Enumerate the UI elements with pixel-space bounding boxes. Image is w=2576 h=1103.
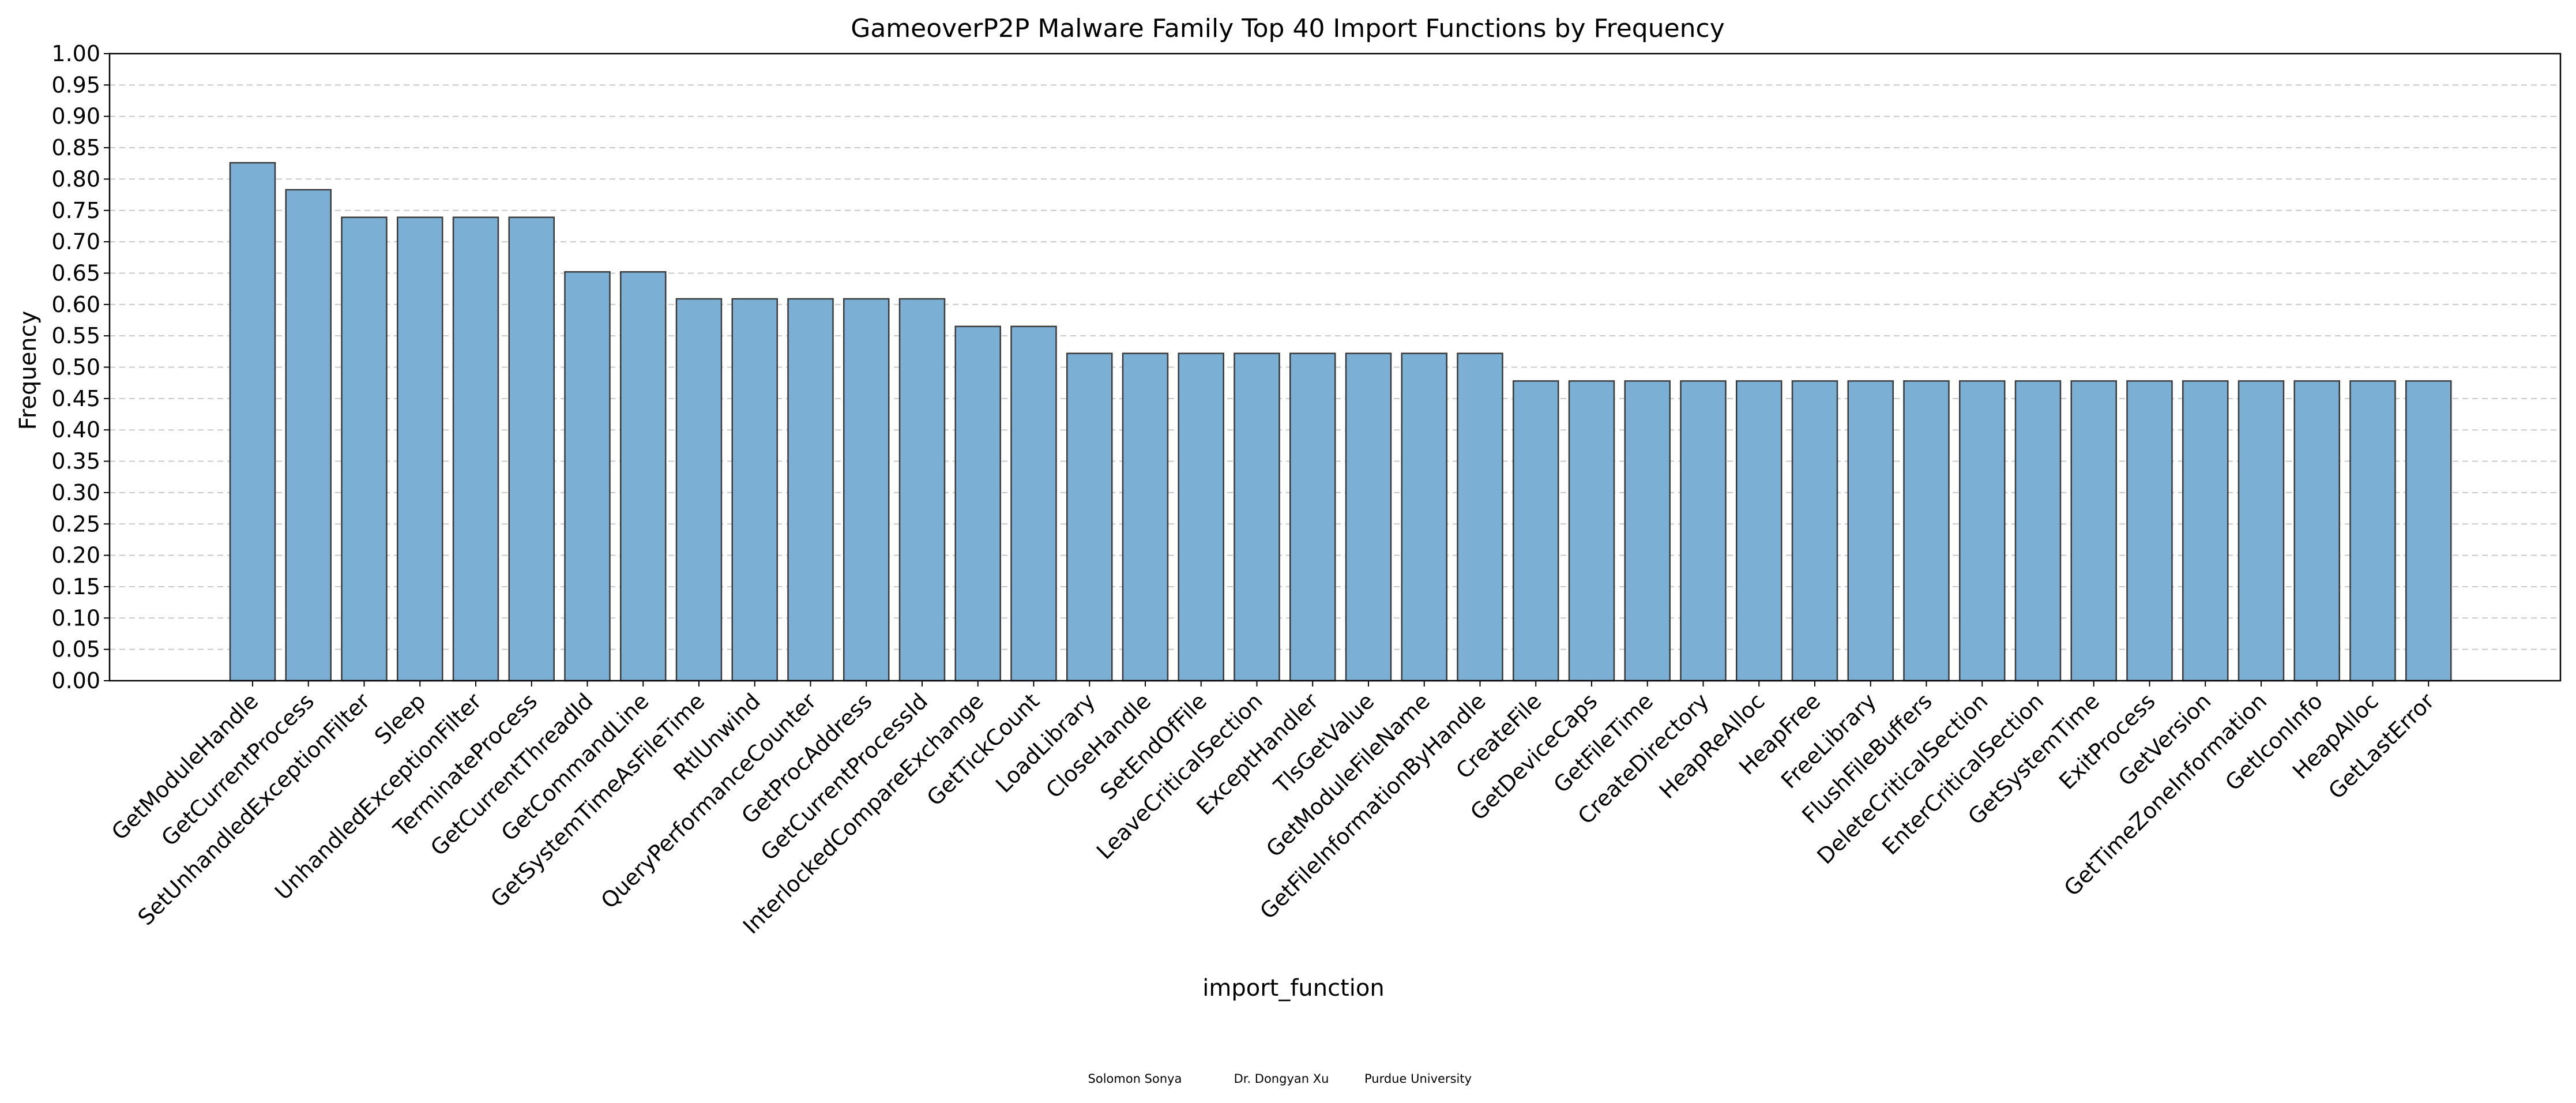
bar xyxy=(1903,380,1950,682)
bar xyxy=(1847,380,1894,682)
y-tick-label: 0.05 xyxy=(51,637,100,662)
bar xyxy=(787,298,834,682)
bar xyxy=(341,216,388,682)
y-axis-label: Frequency xyxy=(15,311,42,430)
x-axis-label: import_function xyxy=(1202,975,1384,1001)
y-tick-label: 0.30 xyxy=(51,480,100,505)
y-tick-label: 0.15 xyxy=(51,574,100,599)
y-tick-label: 1.00 xyxy=(51,41,100,66)
bar xyxy=(1345,352,1392,682)
y-tick-label: 0.85 xyxy=(51,135,100,160)
bar xyxy=(620,271,667,682)
y-tick-label: 0.50 xyxy=(51,355,100,380)
footer-affiliation: Purdue University xyxy=(1364,1072,1472,1086)
bar xyxy=(843,298,890,682)
bar xyxy=(564,271,611,682)
bar xyxy=(2014,380,2062,682)
chart-title: GameoverP2P Malware Family Top 40 Import… xyxy=(851,14,1725,43)
bar xyxy=(2070,380,2117,682)
bar xyxy=(1457,352,1503,682)
y-tick-label: 0.60 xyxy=(51,292,100,317)
y-tick-label: 0.95 xyxy=(51,72,100,97)
y-tick-label: 0.25 xyxy=(51,511,100,537)
bar xyxy=(1680,380,1727,682)
y-tick-label: 0.40 xyxy=(51,417,100,442)
bar xyxy=(2126,380,2173,682)
footer-author-1: Solomon Sonya xyxy=(1088,1072,1182,1086)
bar xyxy=(397,216,443,682)
y-tick-label: 0.90 xyxy=(51,104,100,129)
y-tick-label: 0.35 xyxy=(51,449,100,474)
bar xyxy=(1234,352,1280,682)
bar xyxy=(1289,352,1336,682)
bar xyxy=(898,298,946,682)
y-tick-label: 0.55 xyxy=(51,323,100,348)
bar xyxy=(2293,380,2340,682)
bar xyxy=(1122,352,1169,682)
bars xyxy=(229,162,2452,682)
y-tick-label: 0.10 xyxy=(51,605,100,631)
bar xyxy=(1066,352,1113,682)
bar xyxy=(954,325,1001,682)
bar xyxy=(1791,380,1838,682)
bar xyxy=(1959,380,2006,682)
bar xyxy=(1178,352,1224,682)
bar xyxy=(1401,352,1447,682)
y-tick-label: 0.75 xyxy=(51,198,100,223)
bar xyxy=(2405,380,2452,682)
bar xyxy=(1568,380,1615,682)
bar xyxy=(1010,325,1057,682)
bar xyxy=(508,216,555,682)
footer-author-2: Dr. Dongyan Xu xyxy=(1234,1072,1329,1086)
y-tick-label: 0.70 xyxy=(51,229,100,254)
bar xyxy=(452,216,499,682)
bar xyxy=(1736,380,1782,682)
bar xyxy=(731,298,778,682)
bar xyxy=(2349,380,2396,682)
y-tick-label: 0.80 xyxy=(51,166,100,192)
bar xyxy=(229,162,276,682)
bar xyxy=(1624,380,1671,682)
bar xyxy=(675,298,723,682)
y-tick-label: 0.65 xyxy=(51,260,100,286)
bar xyxy=(2237,380,2285,682)
bar xyxy=(2182,380,2229,682)
y-tick-label: 0.00 xyxy=(51,668,100,693)
bar xyxy=(285,189,332,682)
bar xyxy=(1513,380,1559,682)
y-tick-label: 0.20 xyxy=(51,543,100,568)
y-tick-label: 0.45 xyxy=(51,386,100,411)
y-axis-ticks: 0.00 0.05 0.10 0.15 0.20 0.25 0.30 0.35 0.40 0.45… xyxy=(51,41,110,693)
